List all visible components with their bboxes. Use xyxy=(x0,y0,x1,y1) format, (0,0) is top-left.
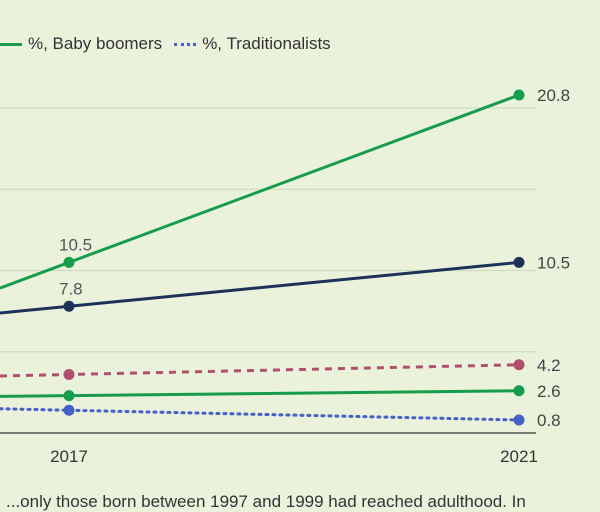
data-label: 10.5 xyxy=(59,235,92,254)
x-tick-label: 2021 xyxy=(500,447,538,466)
series-line xyxy=(0,407,521,422)
series-line xyxy=(0,93,520,290)
data-point xyxy=(513,89,525,101)
data-point xyxy=(513,385,525,397)
footnote: ...only those born between 1997 and 1999… xyxy=(6,492,526,511)
data-label: 7.8 xyxy=(59,279,83,298)
data-point xyxy=(513,414,525,426)
data-label: 2.6 xyxy=(537,382,561,401)
data-point xyxy=(63,256,75,268)
legend-swatch-dotted-icon xyxy=(174,42,197,46)
data-point xyxy=(63,369,75,380)
legend-swatch-solid-icon xyxy=(0,42,22,46)
data-label: 20.8 xyxy=(537,86,570,105)
legend-item-traditionalists: %, Traditionalists xyxy=(174,34,331,54)
data-point xyxy=(63,300,75,312)
legend: %, Baby boomers %, Traditionalists xyxy=(0,34,343,54)
data-point xyxy=(513,256,525,268)
data-label: 0.8 xyxy=(537,411,561,430)
series-line xyxy=(0,260,520,315)
data-point xyxy=(63,390,75,402)
data-point xyxy=(513,359,525,371)
legend-label: %, Baby boomers xyxy=(28,34,163,53)
x-tick-label: 2017 xyxy=(50,447,88,466)
data-label: 10.5 xyxy=(537,253,570,272)
legend-item-baby-boomers: %, Baby boomers xyxy=(0,34,162,54)
data-label: 4.2 xyxy=(537,356,561,375)
series-line xyxy=(0,363,520,378)
series-line xyxy=(0,389,520,398)
legend-label: %, Traditionalists xyxy=(202,34,331,53)
data-point xyxy=(63,404,75,416)
